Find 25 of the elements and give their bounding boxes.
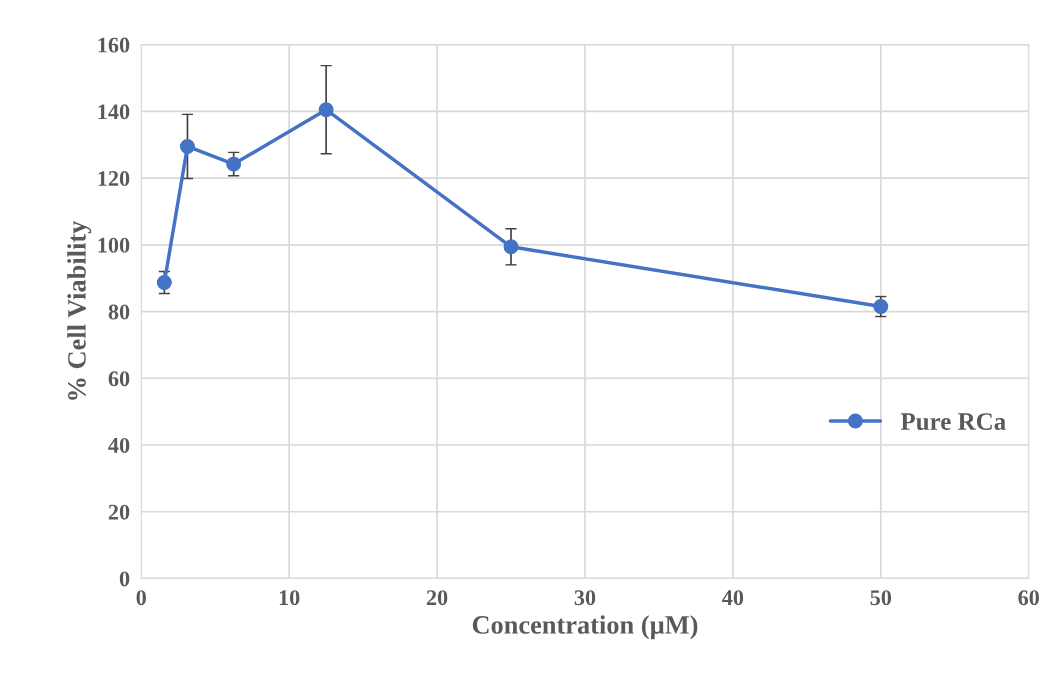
point (318, 102, 334, 118)
x-tick-label: 20 (426, 590, 448, 606)
x-tick-label: 10 (279, 590, 300, 606)
y-tick-label: 20 (108, 504, 130, 520)
x-tick-label: 60 (1018, 590, 1039, 606)
point (503, 239, 519, 255)
y-tick-label: 160 (98, 37, 130, 53)
y-axis-title: % Cell Viability (67, 220, 92, 400)
legend-label: Pure RCa (900, 413, 1006, 431)
x-tick-label: 0 (136, 590, 146, 606)
y-tick-label: 140 (98, 104, 130, 120)
y-tick-label: 40 (108, 437, 130, 453)
x-tick-label: 40 (722, 590, 744, 606)
y-tick-label: 60 (108, 371, 130, 387)
y-tick-label: 80 (108, 304, 130, 320)
point (226, 156, 242, 172)
x-tick-label: 30 (574, 590, 596, 606)
y-tick-label: 120 (98, 171, 130, 187)
point (179, 138, 195, 154)
point (156, 275, 172, 290)
x-axis-title: Concentration (µM) (472, 615, 698, 640)
x-tick-label: 50 (870, 590, 892, 606)
point (873, 299, 889, 315)
y-tick-label: 0 (119, 571, 130, 587)
y-tick-label: 100 (98, 237, 130, 253)
